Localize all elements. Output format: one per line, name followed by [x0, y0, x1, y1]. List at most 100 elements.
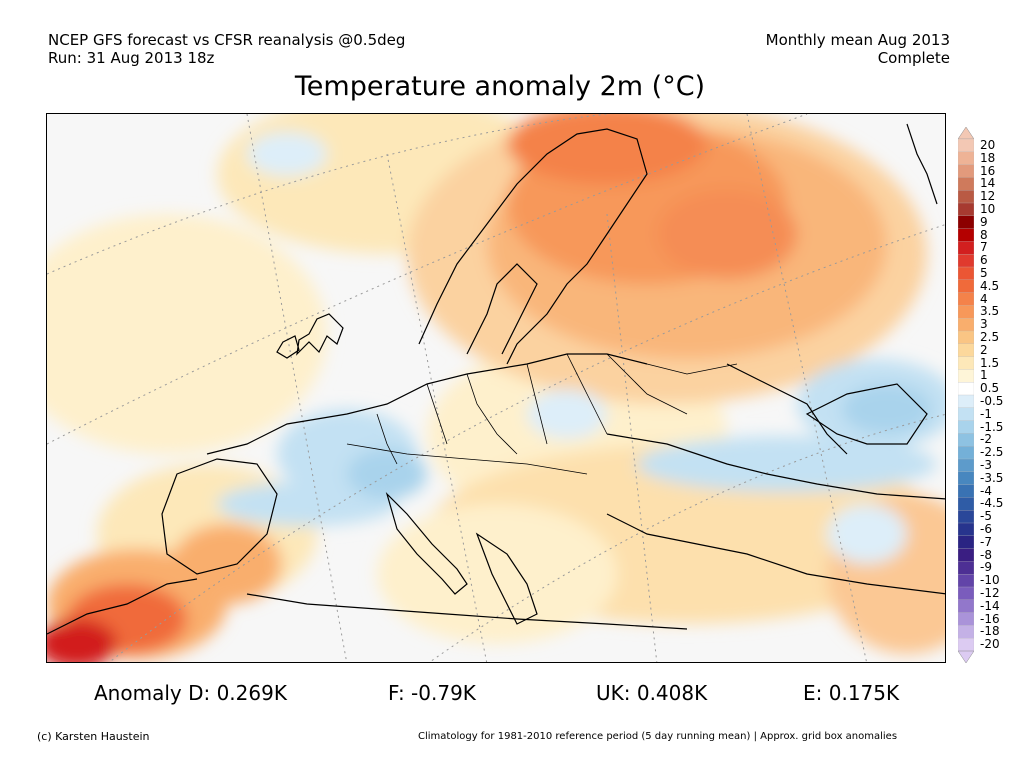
colorbar-swatch [958, 420, 974, 434]
colorbar-swatch [958, 356, 974, 370]
colorbar-swatch [958, 279, 974, 294]
colorbar-swatch [958, 202, 974, 217]
colorbar-label: 0.5 [980, 381, 1000, 396]
map-title: Temperature anomaly 2m (°C) [294, 71, 706, 102]
colorbar-swatch [958, 548, 974, 562]
colorbar-label: 2.5 [980, 330, 1000, 344]
period-label: Monthly mean Aug 2013 [765, 31, 950, 49]
colorbar-label: 1.5 [980, 355, 1000, 370]
colorbar-swatch [958, 305, 974, 319]
colorbar-label: -14 [980, 598, 1000, 613]
colorbar-swatch [958, 497, 974, 511]
national-borders [346, 353, 738, 475]
anomaly-uk: UK: 0.408K [596, 681, 708, 705]
colorbar-label: -9 [980, 560, 992, 575]
climatology-note: Climatology for 1981-2010 reference peri… [418, 731, 898, 742]
colorbar-swatch [958, 625, 974, 639]
credit: (c) Karsten Haustein [37, 730, 150, 743]
colorbar-swatch [958, 369, 974, 383]
colorbar-label: -2.5 [980, 445, 1004, 460]
colorbar [958, 127, 974, 663]
colorbar-swatch [958, 330, 974, 345]
header-left: NCEP GFS forecast vs CFSR reanalysis @0.… [48, 31, 405, 67]
colorbar-label: -3 [980, 458, 992, 472]
anomaly-germany: Anomaly D: 0.269K [94, 681, 287, 705]
colorbar-label: 3.5 [980, 304, 1000, 319]
colorbar-label: -7 [980, 534, 992, 549]
colorbar-swatch [958, 638, 974, 652]
colorbar-label: -16 [980, 611, 1000, 626]
colorbar-label: -5 [980, 509, 992, 524]
colorbar-swatch [958, 522, 974, 537]
colorbar-swatch [958, 138, 974, 153]
colorbar-label: -6 [980, 522, 992, 536]
colorbar-swatch [958, 535, 974, 550]
colorbar-label: -3.5 [980, 470, 1004, 485]
colorbar-swatch [958, 586, 974, 601]
colorbar-label: 14 [980, 176, 996, 191]
colorbar-swatch [958, 382, 974, 396]
colorbar-label: 1 [980, 368, 988, 383]
graticule [47, 114, 945, 662]
colorbar-swatch [958, 599, 974, 614]
colorbar-min-arrow [958, 650, 974, 663]
colorbar-label: 10 [980, 202, 996, 216]
colorbar-swatch [958, 292, 974, 306]
colorbar-swatch [958, 215, 974, 230]
colorbar-label: -1 [980, 406, 992, 421]
colorbar-label: -10 [980, 573, 1000, 588]
colorbar-swatch [958, 177, 974, 191]
colorbar-swatch [958, 318, 974, 332]
colorbar-label: 12 [980, 189, 996, 204]
colorbar-swatch [958, 394, 974, 409]
colorbar-label: 8 [980, 227, 988, 242]
colorbar-label: -2 [980, 432, 992, 447]
colorbar-swatch [958, 574, 974, 588]
colorbar-label: -12 [980, 586, 1000, 600]
colorbar-swatch [958, 228, 974, 242]
anomaly-field [47, 114, 945, 662]
colorbar-swatch [958, 471, 974, 486]
colorbar-label: 4.5 [980, 278, 1000, 293]
anomaly-france: F: -0.79K [388, 681, 476, 705]
colorbar-swatch [958, 164, 974, 178]
map-canvas [47, 114, 945, 662]
colorbar-label: -4.5 [980, 496, 1004, 511]
colorbar-swatch [958, 151, 974, 166]
colorbar-swatch [958, 266, 974, 281]
colorbar-label: 18 [980, 150, 996, 165]
colorbar-label: 20 [980, 138, 996, 152]
header-right: Monthly mean Aug 2013 Complete [766, 31, 950, 67]
colorbar-swatch [958, 433, 974, 447]
colorbar-label: 3 [980, 317, 988, 332]
colorbar-label: 9 [980, 214, 988, 229]
colorbar-swatch [958, 343, 974, 358]
colorbar-label: -18 [980, 624, 1000, 639]
anomaly-map [46, 113, 946, 663]
model-description: NCEP GFS forecast vs CFSR reanalysis @0.… [48, 31, 406, 49]
status-label: Complete [877, 49, 950, 67]
colorbar-swatch [958, 241, 974, 255]
colorbar-swatch [958, 458, 974, 473]
run-time: Run: 31 Aug 2013 18z [48, 49, 215, 67]
colorbar-swatch [958, 510, 974, 524]
colorbar-swatch [958, 612, 974, 626]
colorbar-swatch [958, 561, 974, 575]
anomaly-spain: E: 0.175K [803, 681, 900, 705]
colorbar-label: 6 [980, 253, 988, 268]
colorbar-swatch [958, 446, 974, 460]
colorbar-swatch [958, 190, 974, 204]
colorbar-label: -20 [980, 637, 1000, 652]
colorbar-swatch [958, 254, 974, 268]
colorbar-label: 4 [980, 291, 988, 306]
colorbar-label: 5 [980, 266, 988, 280]
colorbar-label: 7 [980, 240, 988, 255]
colorbar-label: -8 [980, 547, 992, 562]
colorbar-label: -4 [980, 483, 992, 498]
colorbar-swatch [958, 484, 974, 498]
colorbar-label: -1.5 [980, 419, 1004, 434]
colorbar-max-arrow [958, 127, 974, 140]
colorbar-label: 2 [980, 342, 988, 357]
colorbar-label: -0.5 [980, 394, 1004, 408]
colorbar-swatch [958, 407, 974, 422]
